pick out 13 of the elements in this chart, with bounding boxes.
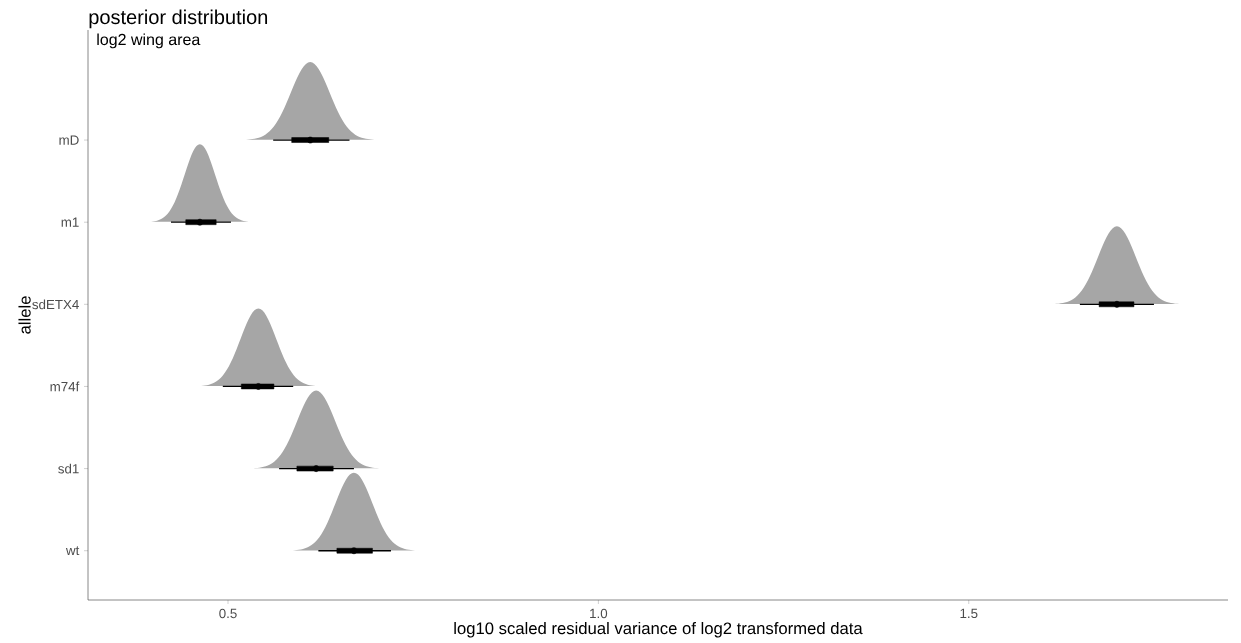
chart-title: posterior distribution	[89, 9, 268, 29]
chart-subtitle: log2 wing area	[97, 33, 201, 49]
x-tick-label: 1.0	[590, 608, 608, 619]
y-axis-title: allele	[18, 296, 31, 334]
y-tick-label: mD	[59, 135, 79, 145]
y-tick-label: sd1	[58, 463, 79, 474]
x-axis-title: log10 scaled residual variance of log2 transformed data	[454, 621, 863, 638]
y-tick-label: m74f	[50, 381, 80, 392]
x-tick-label: 0.5	[219, 608, 237, 619]
y-tick-label: m1	[61, 217, 79, 227]
x-tick-label: 1.5	[960, 608, 978, 619]
y-tick-label: wt	[65, 546, 80, 556]
y-tick-label: sdETX4	[32, 299, 79, 310]
